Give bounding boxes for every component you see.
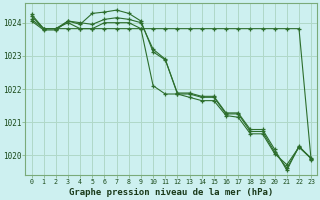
- X-axis label: Graphe pression niveau de la mer (hPa): Graphe pression niveau de la mer (hPa): [69, 188, 274, 197]
